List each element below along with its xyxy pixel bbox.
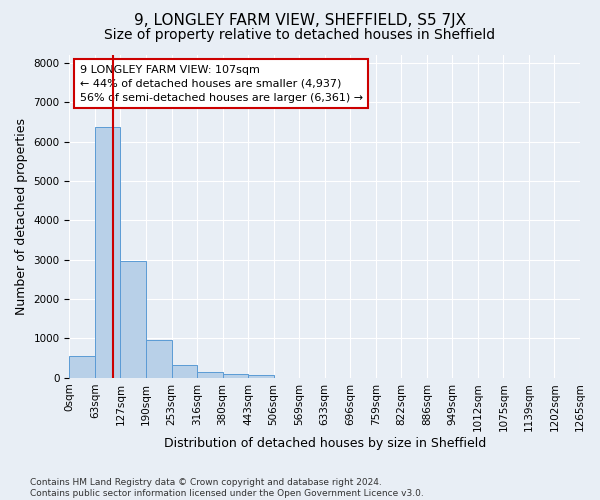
Bar [223,374,248,378]
X-axis label: Distribution of detached houses by size in Sheffield: Distribution of detached houses by size … [164,437,486,450]
Bar [121,262,146,378]
Y-axis label: Number of detached properties: Number of detached properties [15,118,28,315]
Bar [146,340,172,378]
Text: Size of property relative to detached houses in Sheffield: Size of property relative to detached ho… [104,28,496,42]
Bar [95,126,121,378]
Bar [248,374,274,378]
Bar [172,365,197,378]
Text: Contains HM Land Registry data © Crown copyright and database right 2024.
Contai: Contains HM Land Registry data © Crown c… [30,478,424,498]
Bar [70,356,95,378]
Text: 9 LONGLEY FARM VIEW: 107sqm
← 44% of detached houses are smaller (4,937)
56% of : 9 LONGLEY FARM VIEW: 107sqm ← 44% of det… [80,64,363,102]
Text: 9, LONGLEY FARM VIEW, SHEFFIELD, S5 7JX: 9, LONGLEY FARM VIEW, SHEFFIELD, S5 7JX [134,12,466,28]
Bar [197,372,223,378]
